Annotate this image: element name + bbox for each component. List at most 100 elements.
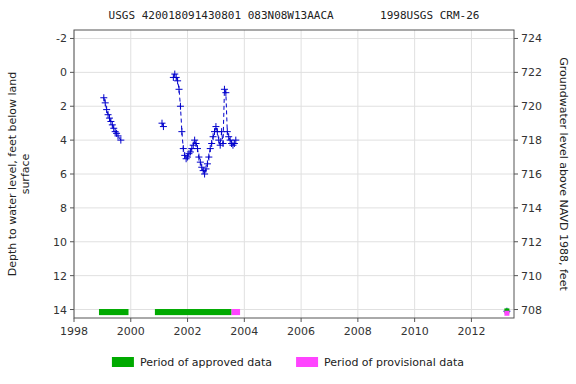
legend-swatch [296,357,318,367]
marker [504,311,509,316]
y2-tick [514,72,518,73]
legend-label: Period of provisional data [324,356,464,369]
data-line [104,74,236,174]
y-tick [70,207,74,208]
marker [159,120,166,127]
plot-area [99,71,510,316]
chart: 19982000200220042006200820102012-2024681… [0,0,576,384]
marker [194,145,201,152]
marker [222,89,229,96]
x-tick-label: 2000 [117,325,145,338]
y2-tick-label: 724 [521,32,542,45]
y-tick [70,309,74,310]
marker [100,94,107,101]
grid-line [74,275,514,276]
x-tick-label: 2002 [174,325,202,338]
x-tick [130,318,131,322]
x-tick [471,318,472,322]
series [504,311,509,316]
marker [174,77,181,84]
x-tick [187,318,188,322]
marker [171,71,178,78]
marker [178,128,185,135]
y-tick-label: 8 [60,202,67,215]
marker [117,137,124,144]
marker [176,86,183,93]
marker [224,128,231,135]
marker [103,106,110,113]
x-tick-label: 2012 [457,325,485,338]
x-tick-label: 2010 [401,325,429,338]
y-tick-label: 6 [60,168,67,181]
x-tick [244,318,245,322]
x-tick [74,318,75,322]
y2-tick-label: 720 [521,100,542,113]
y2-tick [514,106,518,107]
y-tick-label: 10 [53,236,67,249]
grid-line [74,207,514,208]
series [100,71,239,178]
marker [180,145,187,152]
y2-tick [514,38,518,39]
y2-tick-label: 708 [521,304,542,317]
plot-background [74,30,514,318]
marker [221,86,228,93]
y-axis-label-line: surface [19,153,32,194]
y-tick-label: 12 [53,270,67,283]
marker [191,137,198,144]
marker [215,137,222,144]
y2-tick [514,275,518,276]
grid-line [74,38,514,39]
y2-tick-label: 712 [521,236,542,249]
y2-tick-label: 714 [521,202,542,215]
marker [109,121,116,128]
marker [201,171,208,178]
grid-line [74,106,514,107]
y-axis-label-line: Depth to water level, feet below land [6,72,19,277]
y-tick [70,106,74,107]
x-tick-label: 2008 [344,325,372,338]
y2-axis-label: Groundwater level above NAVD 1988, feet [557,57,570,291]
legend: Period of approved data Period of provisi… [112,356,464,369]
y-tick-label: 2 [60,100,67,113]
marker [207,145,214,152]
marker [173,74,180,81]
grid-line [74,309,514,310]
grid-line [74,72,514,73]
marker [160,123,167,130]
y2-tick-label: 718 [521,134,542,147]
grid-line [74,241,514,242]
y2-tick-label: 716 [521,168,542,181]
period-bar [99,309,129,315]
marker [225,133,232,140]
marker [105,111,112,118]
plot-frame [74,30,514,318]
period-bar [232,309,241,315]
y-axis-label: Depth to water level, feet below landsur… [6,72,32,277]
marker [193,140,200,147]
grid [74,30,514,318]
marker [107,118,114,125]
grid-line [74,140,514,141]
legend-label: Period of approved data [140,356,272,369]
y-tick [70,38,74,39]
y-tick-label: -2 [56,32,67,45]
y2-tick [514,207,518,208]
y2-tick [514,309,518,310]
marker [220,140,227,147]
y-tick-label: 4 [60,134,67,147]
marker [231,140,238,147]
y2-tick-label: 710 [521,270,542,283]
marker [208,140,215,147]
x-tick [357,318,358,322]
y-tick [70,241,74,242]
x-tick-label: 2004 [230,325,258,338]
y2-tick-label: 722 [521,66,542,79]
marker [212,123,219,130]
marker [203,165,210,172]
x-tick-label: 1998 [60,325,88,338]
x-tick [301,318,302,322]
title: USGS 420018091430801 083N08W13AACA 1998U… [109,9,480,22]
x-tick [414,318,415,322]
marker [195,154,202,161]
